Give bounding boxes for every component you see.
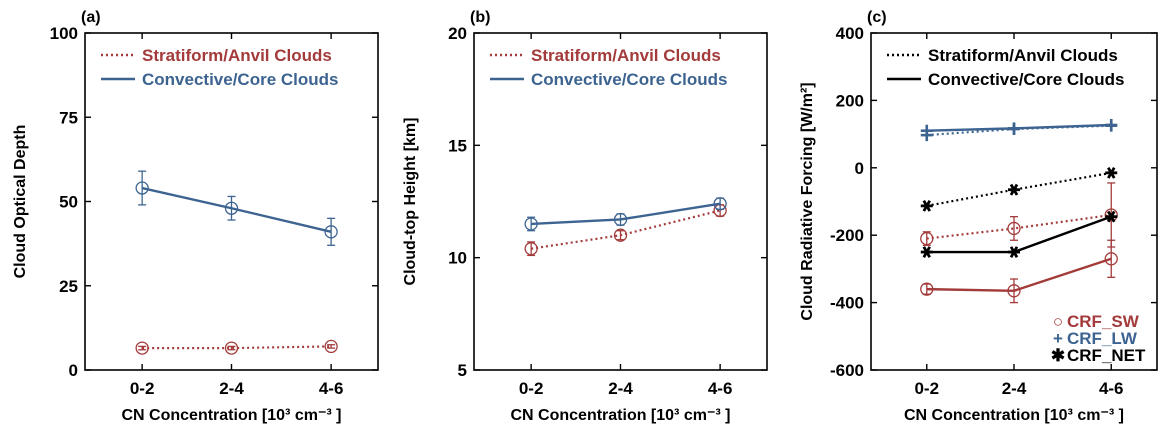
legend-label: Convective/Core Clouds xyxy=(928,70,1125,89)
series-stratiform-anvil-clouds-dotted xyxy=(135,339,338,355)
data-point xyxy=(135,181,149,195)
y-tick-label: 5 xyxy=(458,361,467,380)
y-tick-label: 20 xyxy=(448,24,467,43)
y-tick-label: 0 xyxy=(69,361,78,380)
series-crf-lw-solid xyxy=(920,119,1118,137)
x-axis-label: CN Concentration [10³ cm⁻³ ] xyxy=(510,407,730,424)
marker-legend: ○ CRF_SW+ CRF_LW✱ CRF_NET xyxy=(1051,312,1146,365)
data-point xyxy=(1104,252,1118,266)
asterisk-arm xyxy=(922,199,931,212)
data-point xyxy=(1007,221,1021,236)
data-point xyxy=(135,341,149,355)
data-point xyxy=(224,341,239,355)
y-tick-label: 200 xyxy=(836,91,864,110)
series-convective-core-clouds-solid xyxy=(135,170,338,246)
panel-1: 0 25 50 75 100 0-2 2-4 4-6 (a) CN Concentration [… xyxy=(12,9,379,424)
marker-legend-symbol: ✱ xyxy=(1051,346,1065,365)
x-tick-label: 4-6 xyxy=(708,379,733,398)
y-tick-label: 0 xyxy=(855,159,864,178)
panel-label: (b) xyxy=(470,9,490,26)
series-line xyxy=(142,345,332,350)
panel-label: (a) xyxy=(81,9,101,26)
data-point xyxy=(1008,246,1020,258)
x-axis-label: CN Concentration [10³ cm⁻³ ] xyxy=(121,407,341,424)
data-point xyxy=(1104,208,1118,222)
y-axis-label: Cloud-top Height [km] xyxy=(402,118,419,286)
x-tick-label: 4-6 xyxy=(319,379,344,398)
data-point xyxy=(324,225,338,239)
series-crf-net-dotted xyxy=(920,166,1118,212)
legend-label: Convective/Core Clouds xyxy=(531,70,728,89)
asterisk-arm xyxy=(922,246,931,258)
data-point xyxy=(1105,119,1118,132)
x-tick-label: 0-2 xyxy=(914,379,939,398)
data-point xyxy=(613,212,628,227)
legend-label: Stratiform/Anvil Clouds xyxy=(142,46,332,65)
data-point xyxy=(920,246,933,258)
series-line xyxy=(531,202,721,226)
y-tick-label: 10 xyxy=(448,249,467,268)
series-line xyxy=(926,257,1112,293)
marker-legend-symbol: ○ xyxy=(1053,312,1063,331)
legend: Stratiform/Anvil Clouds Convective/Core C… xyxy=(887,46,1125,89)
y-axis-label: Cloud Radiative Forcing [W/m²] xyxy=(799,82,816,320)
x-tick-label: 0-2 xyxy=(519,379,544,398)
series-crf-sw-solid xyxy=(920,239,1118,304)
marker-legend-symbol: + xyxy=(1053,329,1063,348)
series-crf-sw-dotted xyxy=(920,182,1118,248)
series-line xyxy=(926,215,1112,254)
x-tick-label: 4-6 xyxy=(1099,379,1124,398)
series-stratiform-anvil-clouds-dotted xyxy=(524,203,727,257)
data-point xyxy=(1007,284,1021,298)
legend: Stratiform/Anvil Clouds Convective/Core C… xyxy=(490,46,728,89)
data-point xyxy=(1008,183,1020,196)
marker-legend-label: CRF_SW xyxy=(1067,312,1140,331)
asterisk-arm xyxy=(1107,210,1116,223)
legend-label: Stratiform/Anvil Clouds xyxy=(531,46,721,65)
y-tick-label: -200 xyxy=(830,226,864,245)
asterisk-arm xyxy=(1009,246,1019,258)
y-tick-label: 25 xyxy=(59,277,78,296)
legend-label: Convective/Core Clouds xyxy=(142,70,339,89)
data-point xyxy=(524,217,538,231)
panel-3: -600 -400 -200 0 200 400 0-2 2-4 4-6 (c) CN Concen… xyxy=(799,9,1158,424)
data-point xyxy=(920,199,933,212)
data-point xyxy=(613,228,628,242)
x-tick-label: 2-4 xyxy=(1002,379,1027,398)
data-point xyxy=(224,201,239,215)
x-tick-label: 0-2 xyxy=(130,379,155,398)
marker-legend-label: CRF_LW xyxy=(1067,329,1138,348)
data-point xyxy=(920,282,934,296)
y-tick-label: -600 xyxy=(830,361,864,380)
data-point xyxy=(524,242,538,256)
x-tick-label: 2-4 xyxy=(608,379,633,398)
series-crf-net-solid xyxy=(920,210,1118,258)
y-tick-label: 15 xyxy=(448,136,467,155)
data-point xyxy=(1105,166,1118,179)
data-point xyxy=(920,124,933,137)
asterisk-arm xyxy=(1009,183,1019,196)
x-axis-label: CN Concentration [10³ cm⁻³ ] xyxy=(904,407,1124,424)
y-tick-label: 400 xyxy=(836,24,864,43)
data-point xyxy=(920,231,934,246)
panel-label: (c) xyxy=(867,9,887,26)
asterisk-arm xyxy=(1107,166,1116,179)
legend: Stratiform/Anvil Clouds Convective/Core C… xyxy=(101,46,339,89)
y-tick-label: -400 xyxy=(830,294,864,313)
data-point xyxy=(1105,210,1118,223)
series-convective-core-clouds-solid xyxy=(524,197,727,232)
y-tick-label: 75 xyxy=(59,108,78,127)
marker-legend-label: CRF_NET xyxy=(1067,346,1146,365)
y-axis-label: Cloud Optical Depth xyxy=(12,125,29,279)
panel-2: 5 10 15 20 0-2 2-4 4-6 (b) CN Concentration [10³… xyxy=(402,9,768,424)
x-tick-label: 2-4 xyxy=(219,379,244,398)
data-point xyxy=(713,197,727,211)
y-tick-label: 100 xyxy=(50,24,78,43)
data-point xyxy=(1008,122,1020,135)
y-tick-label: 50 xyxy=(59,193,78,212)
legend-label: Stratiform/Anvil Clouds xyxy=(928,46,1118,65)
data-point xyxy=(324,339,338,354)
